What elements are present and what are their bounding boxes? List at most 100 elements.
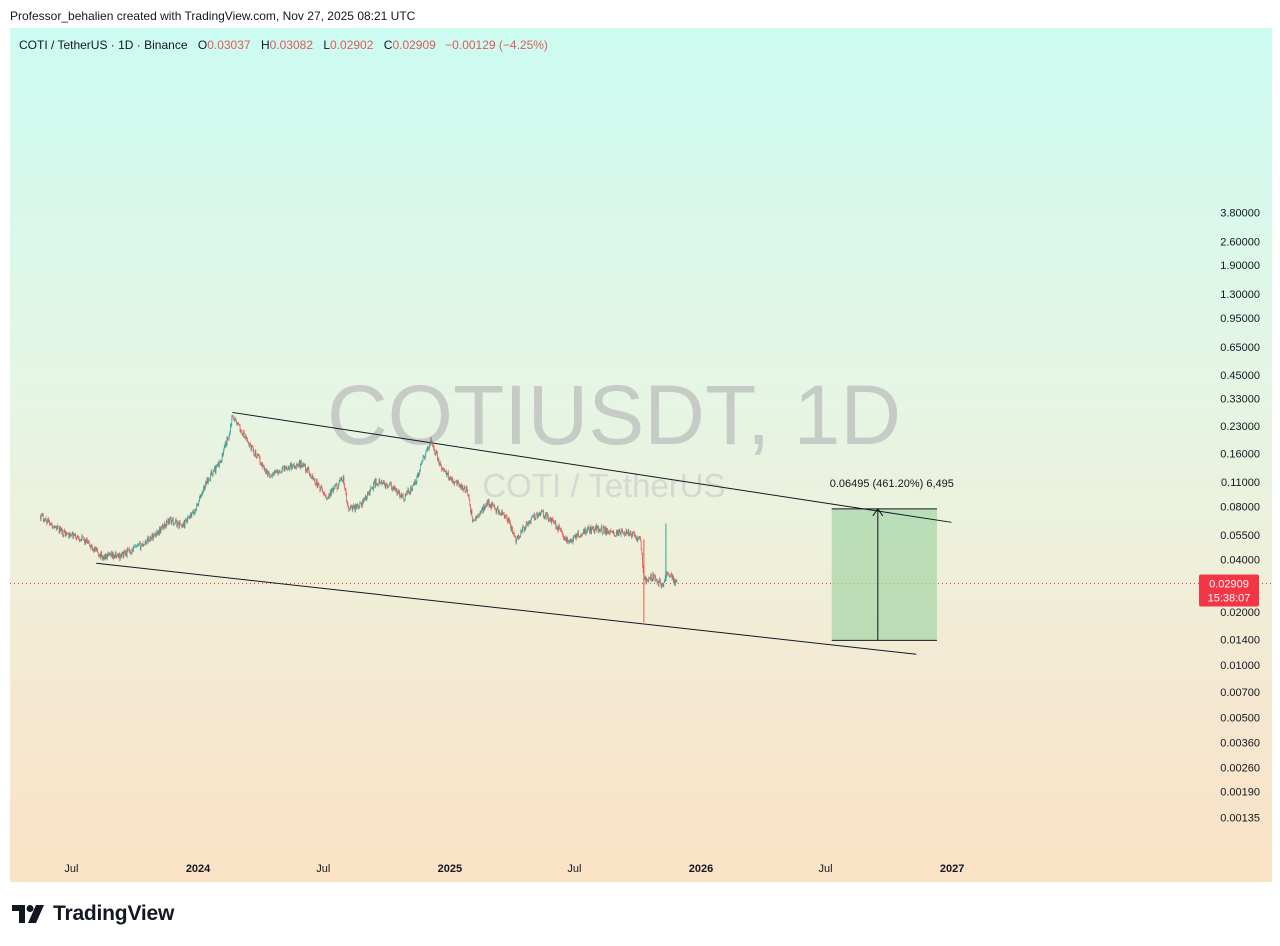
candle-body <box>285 466 287 469</box>
candle-body <box>145 541 147 544</box>
candle-body <box>491 503 493 509</box>
candle <box>78 535 79 540</box>
candle-body <box>564 538 566 540</box>
chart-area[interactable]: COTIUSDT, 1D COTI / TetherUS 0.06495 (46… <box>10 28 1272 882</box>
candle-body <box>346 495 347 502</box>
candle <box>175 519 176 525</box>
candle-body <box>125 550 127 555</box>
candle-body <box>642 554 643 567</box>
candle <box>331 487 332 497</box>
candle-body <box>106 554 107 559</box>
candle <box>634 532 636 538</box>
candle <box>671 571 672 578</box>
candle-body <box>141 544 142 546</box>
candle-body <box>241 431 242 433</box>
candle-body <box>258 456 260 458</box>
candle-body <box>433 445 434 448</box>
brand-logo[interactable]: TradingView <box>12 902 174 926</box>
candle-body <box>286 466 288 470</box>
candle <box>470 509 472 516</box>
candle <box>75 537 77 541</box>
candle <box>121 551 122 559</box>
candle-body <box>139 542 140 545</box>
candle <box>459 484 461 489</box>
candle <box>595 524 597 530</box>
channel-lower-line[interactable] <box>96 562 917 655</box>
candle-body <box>357 505 358 507</box>
price-tick-label: 0.16000 <box>1220 449 1260 461</box>
candle-body <box>435 453 436 455</box>
candle <box>369 489 370 496</box>
candle <box>627 531 628 535</box>
candle <box>171 520 173 526</box>
candle <box>592 526 594 530</box>
candle-body <box>297 464 299 466</box>
candle-body <box>219 461 221 463</box>
candle <box>419 469 420 476</box>
candle <box>439 460 441 466</box>
watermark-sub: COTI / TetherUS <box>482 467 725 504</box>
candle <box>350 504 352 509</box>
candle <box>393 485 394 491</box>
candle-body <box>472 516 473 522</box>
candle <box>122 551 124 559</box>
candle <box>177 521 178 529</box>
candle <box>498 509 500 516</box>
candle-body <box>210 474 211 480</box>
candle-body <box>160 528 162 533</box>
candle-body <box>649 577 650 579</box>
price-chart[interactable]: COTIUSDT, 1D COTI / TetherUS 0.06495 (46… <box>10 28 1272 882</box>
candle-body <box>173 523 175 525</box>
candle-body <box>109 554 110 556</box>
candle <box>201 491 203 497</box>
candle <box>457 479 459 484</box>
candle <box>188 516 190 520</box>
channel-upper-line[interactable] <box>232 411 952 523</box>
candle <box>554 520 555 524</box>
candle-body <box>413 482 415 486</box>
candle-body <box>287 467 289 470</box>
candle-body <box>666 571 668 573</box>
candle <box>333 487 335 490</box>
candle <box>305 463 306 474</box>
candle <box>655 574 656 583</box>
candle <box>345 487 347 496</box>
candle <box>260 461 261 466</box>
candle <box>221 452 223 463</box>
candle-body <box>477 516 479 518</box>
candle-body <box>94 548 96 550</box>
candle-body <box>539 514 541 516</box>
candle-body <box>503 513 504 515</box>
candle-body <box>261 464 262 466</box>
candle-body <box>520 531 522 537</box>
candle <box>384 483 386 490</box>
candle-body <box>563 538 565 540</box>
candle <box>558 523 560 529</box>
candle-body <box>326 497 328 500</box>
candle <box>580 534 582 538</box>
candle-body <box>611 531 612 533</box>
candle <box>494 506 496 510</box>
candle-body <box>134 546 136 548</box>
candle-body <box>603 527 605 529</box>
candle-body <box>161 527 162 529</box>
candle-body <box>62 535 64 536</box>
candle-body <box>175 519 176 524</box>
candle <box>289 462 291 470</box>
candle-body <box>287 469 288 471</box>
candle-body <box>572 538 574 543</box>
candle <box>404 493 406 502</box>
candle <box>261 461 262 467</box>
candle <box>527 522 528 527</box>
candle <box>475 516 476 522</box>
candle-body <box>193 513 195 514</box>
candle <box>544 514 546 519</box>
candle-body <box>477 515 478 517</box>
candle <box>145 539 147 545</box>
candle-body <box>425 451 427 457</box>
candle <box>422 454 424 462</box>
candle <box>354 504 356 513</box>
candle <box>550 517 552 523</box>
projection-box[interactable] <box>831 508 937 641</box>
candle <box>514 535 516 538</box>
